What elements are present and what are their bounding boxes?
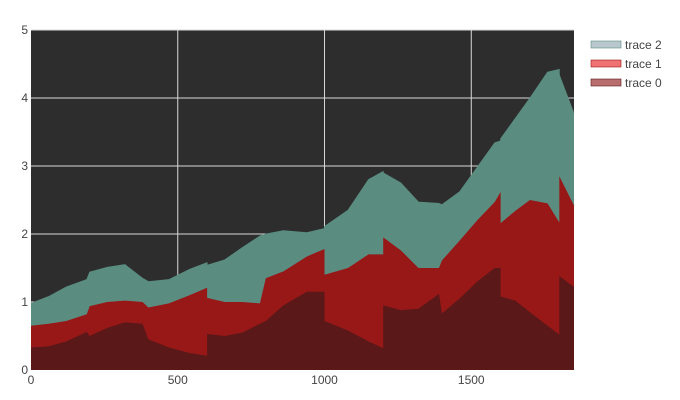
y-tick-label: 4: [21, 91, 28, 105]
legend: trace 2 trace 1 trace 0: [590, 38, 662, 90]
series-area-trace-0: [31, 268, 574, 370]
x-tick-label: 1000: [311, 373, 338, 387]
series-area-trace-2: [31, 69, 574, 326]
series-area-trace-1: [31, 176, 574, 356]
legend-swatch: [590, 59, 622, 68]
y-tick-label: 5: [21, 23, 28, 37]
y-tick-label: 0: [21, 363, 28, 377]
y-tick-label: 1: [21, 295, 28, 309]
y-tick-label: 2: [21, 227, 28, 241]
legend-label: trace 1: [625, 57, 662, 71]
series-layer: [30, 68, 575, 370]
series-line-trace-2: [30, 68, 575, 304]
x-tick-label: 500: [168, 373, 188, 387]
y-tick-label: 3: [21, 159, 28, 173]
legend-item[interactable]: trace 1: [590, 57, 662, 71]
legend-item[interactable]: trace 2: [590, 38, 662, 52]
axes: 0 500 1000 1500 0 1 2 3 4 5: [21, 23, 485, 387]
x-tick-label: 0: [28, 373, 35, 387]
legend-label: trace 0: [625, 76, 662, 90]
legend-swatch: [590, 40, 622, 49]
x-tick-label: 1500: [458, 373, 485, 387]
legend-label: trace 2: [625, 38, 662, 52]
legend-swatch: [590, 78, 622, 87]
legend-item[interactable]: trace 0: [590, 76, 662, 90]
